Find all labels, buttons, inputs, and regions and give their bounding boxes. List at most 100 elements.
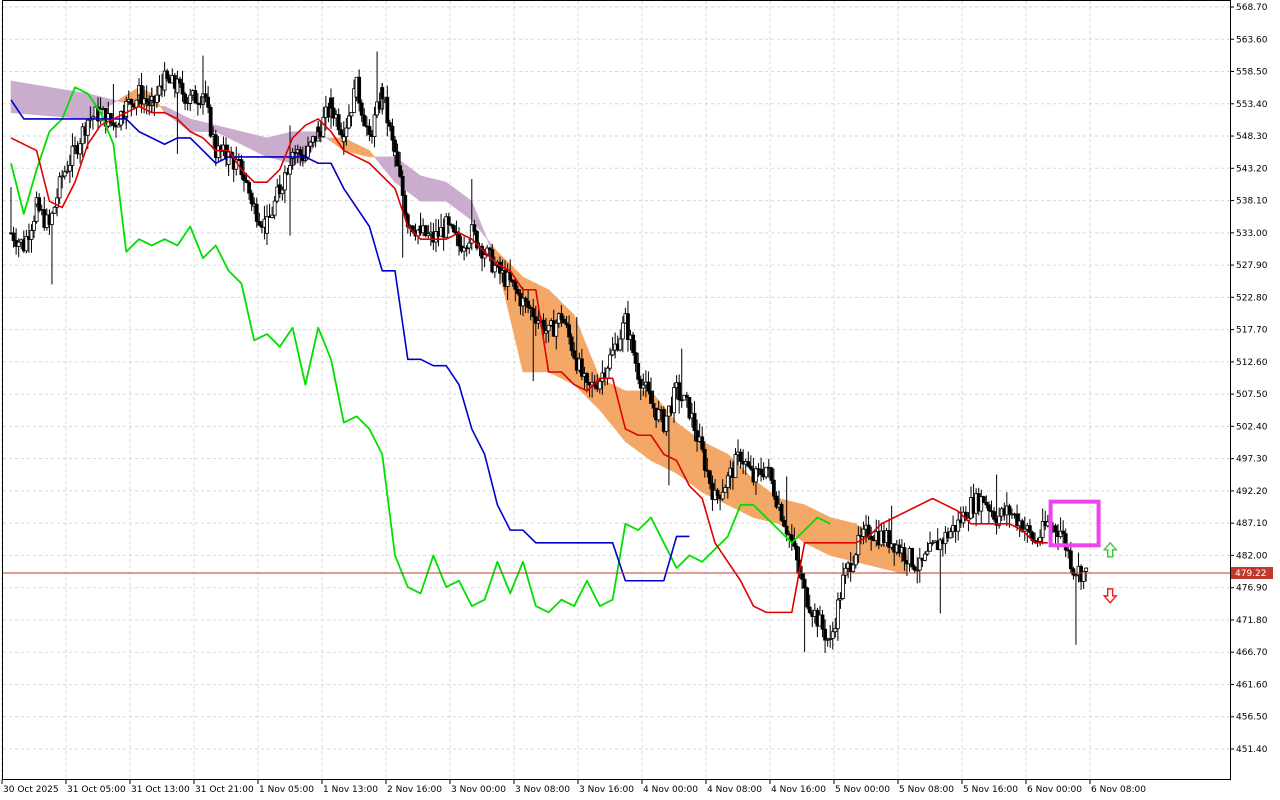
candle-body <box>469 224 474 244</box>
candle-body <box>633 352 638 364</box>
candle-body <box>308 141 313 147</box>
candle-body <box>626 313 630 340</box>
candle-body <box>24 236 29 252</box>
cloud-segment <box>529 279 537 373</box>
candle-body <box>362 114 367 127</box>
cloud-segment <box>631 390 639 452</box>
y-tick-label: 563.60 <box>1236 35 1268 45</box>
candle-body <box>270 214 275 218</box>
arrow-down-icon <box>1102 588 1118 604</box>
candle-body <box>1081 571 1086 582</box>
x-tick-label: 2 Nov 16:00 <box>387 785 442 795</box>
candle-body <box>579 358 584 377</box>
candle-body <box>129 98 134 105</box>
cloud-segment <box>836 518 844 559</box>
candle-body <box>498 261 502 274</box>
cloud-segment <box>797 502 805 544</box>
y-tick-label: 476.90 <box>1236 584 1268 594</box>
candle-body <box>684 394 689 398</box>
candle-body <box>372 114 377 137</box>
candle-body <box>833 628 838 633</box>
kijun-line <box>10 99 690 582</box>
candle-body <box>203 93 208 98</box>
candle-body <box>608 354 612 369</box>
cloud-segment <box>42 85 50 117</box>
x-tick-label: 5 Nov 16:00 <box>963 785 1018 795</box>
candle-body <box>677 382 682 401</box>
candle-body <box>55 197 59 208</box>
candle-body <box>992 511 996 520</box>
candle-body <box>930 541 935 544</box>
candle-body <box>853 554 858 566</box>
candle-body <box>423 225 428 237</box>
candle-body <box>1068 550 1073 570</box>
current-price-label: 479.22 <box>1235 569 1267 579</box>
y-tick-label: 553.40 <box>1236 100 1268 110</box>
cloud-segment <box>202 121 210 132</box>
candle-body <box>733 454 738 478</box>
x-axis: 30 Oct 2025 31 Oct 05:00 31 Oct 13:00 31 Oc… <box>1 780 1146 795</box>
cloud-segment <box>74 91 82 119</box>
candle-body <box>265 216 269 234</box>
y-tick-label: 461.60 <box>1236 680 1268 690</box>
cloud-segment <box>55 88 63 118</box>
x-tick-label: 31 Oct 05:00 <box>67 785 126 795</box>
candle-body <box>349 112 354 117</box>
candle-body <box>446 216 451 225</box>
candle-body <box>347 115 351 129</box>
candle-body <box>646 381 651 392</box>
candle-body <box>805 587 810 608</box>
y-tick-label: 487.10 <box>1236 519 1268 529</box>
candle-body <box>139 85 144 105</box>
candle-body <box>359 102 364 116</box>
candle-body <box>782 519 787 527</box>
cloud-segment <box>433 178 441 202</box>
y-tick-label: 512.60 <box>1236 358 1268 368</box>
signal-highlight-box <box>1048 499 1101 548</box>
grid <box>1 1 1230 780</box>
candle-body <box>62 171 67 177</box>
candle-body <box>124 101 129 117</box>
candle-body <box>638 378 643 389</box>
cloud-segment <box>881 542 889 571</box>
candle-body <box>298 149 303 156</box>
candle-body <box>434 231 438 243</box>
candle-body <box>828 638 833 640</box>
candle-body <box>856 535 861 556</box>
candle-body <box>521 297 525 307</box>
candle-body <box>1063 533 1068 551</box>
candle-body <box>618 338 623 351</box>
y-tick-label: 533.00 <box>1236 229 1268 239</box>
candle-body <box>636 362 641 380</box>
candle-body <box>567 324 571 338</box>
x-tick-label: 3 Nov 16:00 <box>579 785 634 795</box>
candle-body <box>475 230 479 249</box>
candle-body <box>725 475 730 488</box>
candle-body <box>60 175 65 178</box>
candle-body <box>764 466 769 478</box>
candle-body <box>981 496 986 503</box>
candle-body <box>116 124 121 128</box>
candle-body <box>823 628 827 641</box>
candle-body <box>16 241 21 247</box>
candle-body <box>910 548 915 568</box>
y-tick-label: 538.10 <box>1236 197 1268 207</box>
y-tick-label: 502.40 <box>1236 422 1268 432</box>
cloud-segment <box>791 501 799 539</box>
candle-body <box>554 322 559 337</box>
candle-body <box>387 122 392 127</box>
candle-body <box>306 145 310 158</box>
candle-body <box>748 465 753 470</box>
candle-body <box>656 409 661 421</box>
candle-body <box>482 254 487 259</box>
candle-body <box>290 151 295 159</box>
cloud-segment <box>842 520 850 561</box>
candle-body <box>37 197 42 211</box>
candle-body <box>134 99 139 108</box>
candle-body <box>572 350 577 359</box>
candle-body <box>492 264 497 273</box>
candle-body <box>720 491 725 500</box>
candle-body <box>321 117 326 137</box>
candle-body <box>344 127 349 138</box>
